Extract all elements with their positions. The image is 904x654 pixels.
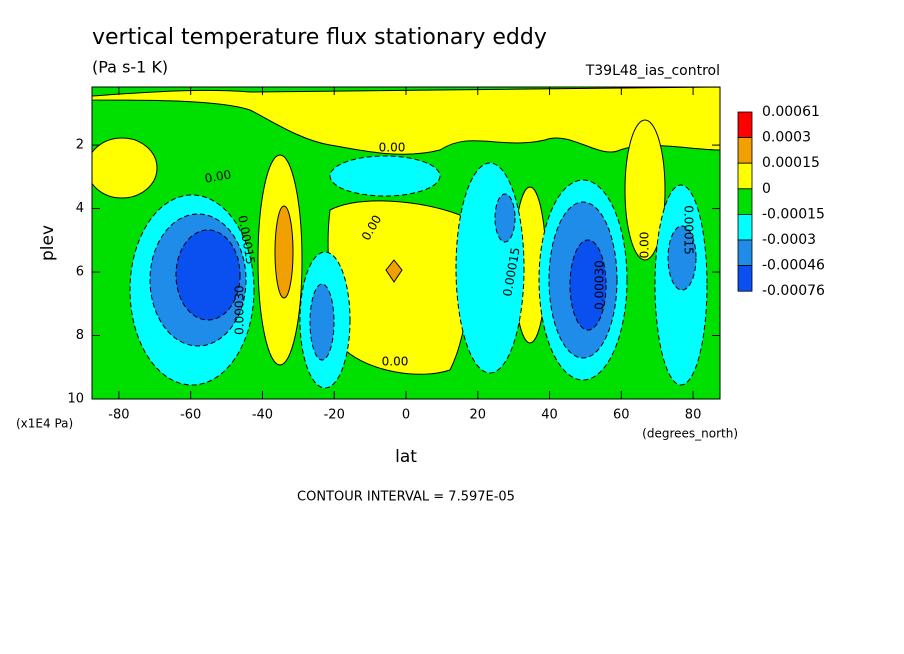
contour-region (175, 229, 241, 321)
x-tick-label: 60 (613, 408, 630, 423)
contour-label: 0.00030 (233, 285, 247, 335)
contour-region (92, 87, 720, 155)
contour-label: 0.00 (204, 167, 233, 185)
colorbar-box (737, 188, 753, 215)
contour-region (327, 200, 470, 375)
colorbar-box (737, 239, 753, 267)
colorbar-label: -0.0003 (762, 232, 816, 248)
contour-label: 0.00030 (593, 260, 607, 310)
units-label: (Pa s-1 K) (92, 58, 168, 77)
contour-region (329, 155, 441, 197)
y-tick-label: 10 (67, 392, 84, 407)
x-tick-label: -40 (252, 408, 273, 423)
colorbar-label: -0.00076 (762, 283, 825, 299)
contour-region (624, 119, 666, 261)
y-tick-label: 8 (76, 328, 84, 343)
contour-region (274, 205, 294, 299)
y-units-label: (x1E4 Pa) (16, 417, 73, 431)
colorbar-label: 0.00061 (762, 104, 820, 120)
colorbar-box (737, 213, 753, 241)
colorbar-label: 0.00015 (762, 155, 820, 171)
x-tick-label: 0 (402, 408, 410, 423)
colorbar-box (737, 111, 753, 139)
x-tick-label: -60 (180, 408, 201, 423)
colorbar-label: -0.00046 (762, 258, 825, 274)
x-axis-label: lat (395, 447, 417, 467)
colorbar-box (737, 137, 753, 164)
y-axis-label: plev (38, 225, 58, 261)
colorbar-label: 0.0003 (762, 130, 811, 146)
x-units-label: (degrees_north) (642, 427, 738, 441)
y-tick-label: 6 (76, 265, 84, 280)
x-tick-label: 40 (541, 408, 558, 423)
contour-region (385, 259, 403, 283)
x-tick-label: -80 (108, 408, 129, 423)
contour-label: 0.00 (382, 355, 409, 369)
dataset-label: T39L48_ias_control (585, 63, 720, 79)
y-tick-label: 4 (76, 201, 84, 216)
contour-region (309, 283, 335, 361)
x-tick-label: -20 (324, 408, 345, 423)
x-tick-label: 20 (469, 408, 486, 423)
colorbar-box (737, 265, 753, 292)
contour-region (92, 137, 158, 199)
colorbar-box (737, 162, 753, 190)
contour-region (494, 193, 516, 243)
chart-title: vertical temperature flux stationary edd… (92, 25, 547, 50)
contour-region (667, 225, 697, 291)
contour-label: 0.00 (638, 232, 652, 259)
contour-label: 0.00015 (682, 205, 696, 255)
colorbar-label: -0.00015 (762, 206, 825, 222)
y-tick-label: 2 (76, 138, 84, 153)
contour-label: 0.00 (379, 141, 406, 155)
contour-region (569, 239, 607, 331)
x-tick-label: 80 (685, 408, 702, 423)
colorbar-label: 0 (762, 181, 771, 197)
footnote: CONTOUR INTERVAL = 7.597E-05 (297, 490, 515, 505)
